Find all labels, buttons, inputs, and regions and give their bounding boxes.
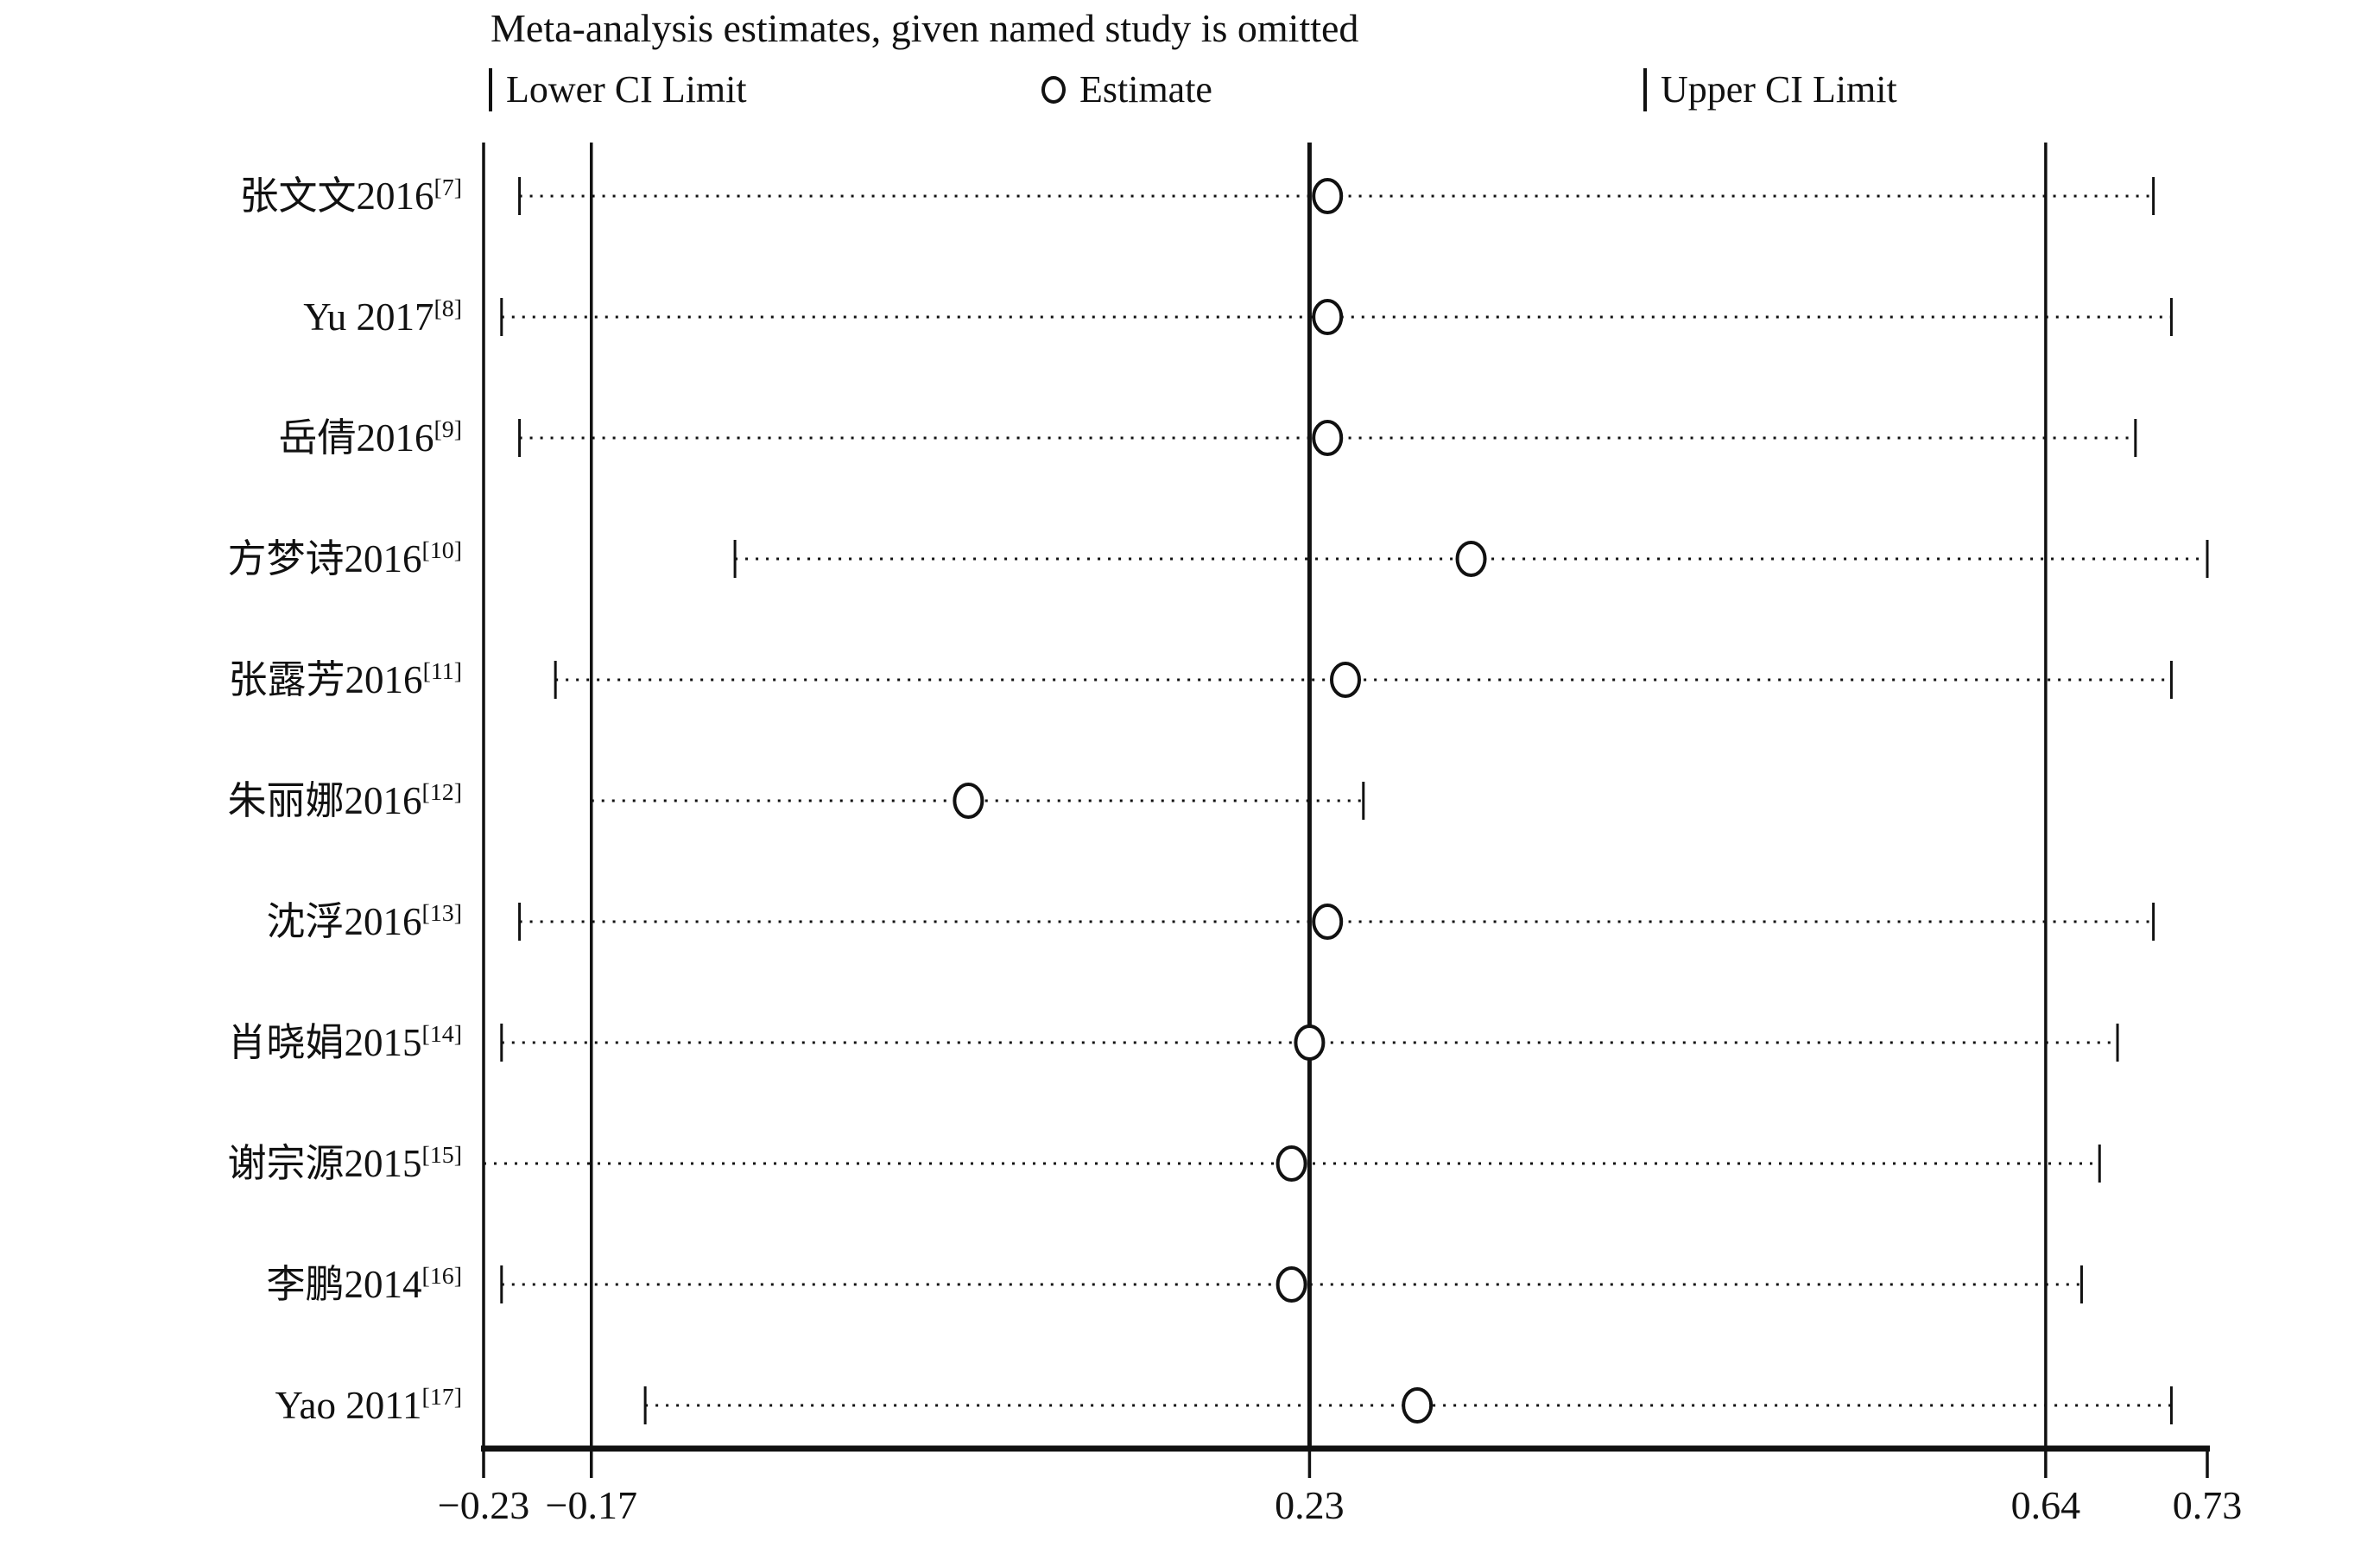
estimate-marker bbox=[1312, 420, 1344, 456]
study-name: 张露芳2016 bbox=[228, 658, 423, 701]
study-reference-number: [13] bbox=[421, 900, 462, 927]
study-label: Yu 2017[8] bbox=[303, 289, 462, 345]
study-reference-number: [11] bbox=[422, 658, 462, 685]
estimate-marker bbox=[1312, 904, 1344, 940]
chart-title: Meta-analysis estimates, given named stu… bbox=[491, 6, 1359, 50]
x-tick-label: 0.64 bbox=[2011, 1483, 2081, 1527]
estimate-marker bbox=[1455, 541, 1487, 577]
study-reference-number: [17] bbox=[421, 1384, 462, 1411]
study-reference-number: [16] bbox=[421, 1263, 462, 1290]
x-tick-label: 0.23 bbox=[1275, 1483, 1345, 1527]
study-label: 岳倩2016[9] bbox=[278, 410, 462, 466]
study-name: 朱丽娜2016 bbox=[227, 779, 422, 822]
study-label: 张露芳2016[11] bbox=[229, 652, 462, 707]
study-name: 肖晓娟2015 bbox=[227, 1021, 422, 1064]
study-name: 沈浮2016 bbox=[266, 900, 422, 943]
study-label: 沈浮2016[13] bbox=[267, 894, 462, 949]
estimate-marker bbox=[1312, 178, 1344, 214]
estimate-marker bbox=[1294, 1024, 1326, 1061]
study-label: Yao 2011[17] bbox=[275, 1378, 462, 1433]
study-reference-number: [9] bbox=[434, 416, 462, 443]
study-reference-number: [7] bbox=[434, 174, 462, 201]
study-label: 谢宗源2015[15] bbox=[228, 1136, 462, 1191]
lower-ci-tick-icon bbox=[489, 67, 492, 111]
study-name: Yao 2011 bbox=[275, 1384, 422, 1427]
study-name: 方梦诗2016 bbox=[227, 537, 422, 580]
study-reference-number: [8] bbox=[434, 295, 462, 322]
study-label-column: 张文文2016[7] Yu 2017[8] 岳倩2016[9] 方梦诗2016[10]… bbox=[0, 0, 462, 1541]
estimate-marker bbox=[1312, 299, 1344, 335]
study-name: 张文文2016 bbox=[239, 174, 434, 218]
study-reference-number: [12] bbox=[421, 779, 462, 806]
study-label: 张文文2016[7] bbox=[239, 168, 462, 224]
study-name: Yu 2017 bbox=[303, 295, 434, 339]
legend-item-lower-ci: Lower CI Limit bbox=[489, 67, 747, 111]
study-name: 岳倩2016 bbox=[278, 416, 434, 460]
study-name: 李鹏2014 bbox=[266, 1263, 422, 1306]
study-label: 肖晓娟2015[14] bbox=[228, 1015, 462, 1070]
legend-label-upper-ci: Upper CI Limit bbox=[1661, 68, 1897, 111]
legend-label-lower-ci: Lower CI Limit bbox=[506, 68, 747, 111]
study-reference-number: [15] bbox=[421, 1142, 462, 1169]
estimate-marker bbox=[1275, 1266, 1307, 1303]
study-label: 朱丽娜2016[12] bbox=[228, 773, 462, 828]
estimate-circle-icon bbox=[1041, 75, 1066, 104]
x-tick-label: 0.73 bbox=[2173, 1483, 2243, 1527]
upper-ci-tick-icon bbox=[1643, 67, 1647, 111]
study-label: 李鹏2014[16] bbox=[267, 1257, 462, 1312]
legend-item-estimate: Estimate bbox=[1041, 67, 1212, 111]
study-reference-number: [14] bbox=[421, 1021, 462, 1048]
legend-label-estimate: Estimate bbox=[1079, 68, 1212, 111]
study-label: 方梦诗2016[10] bbox=[228, 531, 462, 587]
estimate-marker bbox=[1402, 1387, 1434, 1424]
legend-item-upper-ci: Upper CI Limit bbox=[1643, 67, 1897, 111]
study-name: 谢宗源2015 bbox=[227, 1142, 422, 1185]
estimate-marker bbox=[953, 783, 984, 819]
x-tick-label: −0.23 bbox=[438, 1483, 529, 1527]
study-reference-number: [10] bbox=[421, 537, 462, 564]
estimate-marker bbox=[1330, 662, 1361, 698]
estimate-marker bbox=[1275, 1145, 1307, 1182]
x-tick-label: −0.17 bbox=[546, 1483, 637, 1527]
